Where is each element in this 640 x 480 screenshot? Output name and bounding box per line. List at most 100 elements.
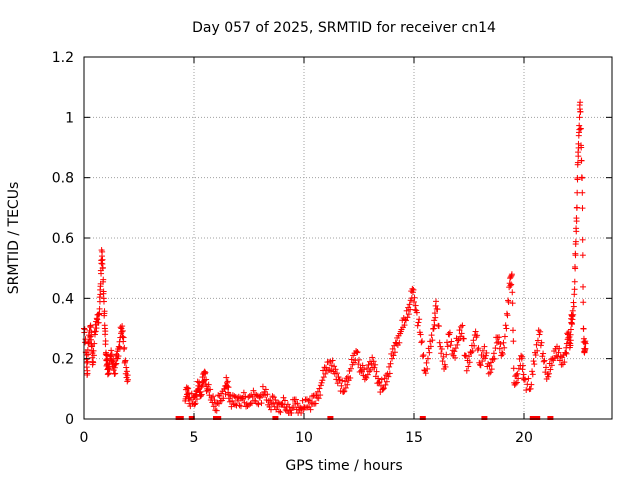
data-point	[571, 278, 578, 285]
data-point	[205, 381, 212, 388]
data-point	[513, 371, 520, 378]
data-point	[579, 252, 586, 259]
data-point	[502, 322, 509, 329]
data-point	[280, 394, 287, 401]
data-point	[274, 403, 281, 410]
data-point	[238, 395, 245, 402]
data-point	[474, 332, 481, 339]
data-point	[299, 397, 306, 404]
data-point	[477, 362, 484, 369]
data-point	[501, 344, 508, 351]
data-point	[448, 338, 455, 345]
data-point	[354, 349, 361, 356]
data-point	[99, 256, 106, 263]
data-point	[250, 387, 257, 394]
data-point	[246, 393, 253, 400]
data-point	[213, 407, 220, 414]
data-point	[488, 366, 495, 373]
data-point	[122, 357, 129, 364]
data-point	[105, 370, 112, 377]
y-tick-label: 0.2	[52, 352, 74, 368]
data-point	[101, 308, 108, 315]
data-point	[382, 381, 389, 388]
baseline-marker	[534, 416, 541, 420]
data-point	[340, 388, 347, 395]
data-point	[463, 367, 470, 374]
data-point	[268, 406, 274, 413]
data-point	[426, 349, 433, 356]
data-point	[306, 397, 313, 404]
data-point	[356, 356, 362, 363]
data-point	[415, 319, 422, 326]
data-point	[286, 404, 293, 411]
data-point	[485, 370, 492, 377]
data-point	[312, 400, 319, 407]
data-point	[390, 352, 397, 359]
data-point	[216, 392, 223, 399]
data-point	[578, 144, 585, 151]
data-point	[125, 376, 131, 383]
data-point	[386, 370, 393, 377]
data-point	[83, 359, 90, 366]
data-point	[232, 401, 239, 408]
data-point	[100, 298, 107, 305]
data-point	[499, 349, 505, 356]
data-point	[309, 393, 316, 400]
data-point	[460, 335, 467, 342]
data-point	[393, 340, 400, 347]
axis-ticks: 0 0.2 0.4 0.6 0.8 1 1.2 0 5 10 15 20	[52, 50, 612, 446]
data-point	[370, 358, 377, 365]
data-point	[332, 366, 339, 373]
data-point	[572, 265, 579, 272]
baseline-marker	[177, 416, 184, 420]
data-point	[100, 276, 107, 283]
data-point	[372, 361, 379, 368]
data-point	[438, 346, 445, 353]
data-point	[93, 325, 100, 332]
data-point	[528, 381, 535, 388]
data-point	[530, 358, 537, 365]
data-point	[191, 401, 198, 408]
data-point	[347, 365, 354, 372]
data-point	[112, 361, 119, 368]
data-point	[497, 340, 504, 347]
data-point	[580, 325, 587, 332]
data-point	[479, 347, 486, 354]
data-point	[385, 373, 392, 380]
data-point	[386, 363, 393, 370]
data-point	[541, 357, 548, 364]
data-point	[420, 352, 427, 359]
data-point	[85, 351, 92, 358]
data-point	[488, 359, 494, 366]
data-point	[191, 400, 197, 407]
data-point	[499, 351, 506, 358]
data-point	[264, 391, 271, 398]
data-point	[319, 377, 326, 384]
y-tick-label: 0.4	[52, 291, 74, 307]
data-point	[411, 298, 417, 305]
data-point	[102, 337, 109, 344]
data-point	[567, 331, 574, 338]
data-point	[479, 358, 486, 365]
data-point	[433, 298, 439, 305]
data-point	[81, 326, 88, 333]
y-tick-label: 1	[65, 110, 74, 126]
data-point	[486, 362, 493, 369]
data-point	[509, 300, 516, 307]
data-point	[432, 314, 439, 321]
x-tick-label: 20	[515, 430, 533, 446]
data-point	[192, 400, 199, 407]
data-point	[577, 99, 584, 106]
data-point	[429, 337, 436, 344]
data-point	[215, 400, 222, 407]
data-point	[117, 324, 124, 331]
grid	[84, 57, 612, 419]
data-point	[239, 394, 246, 401]
data-point	[282, 407, 289, 414]
data-point	[247, 400, 254, 407]
data-point	[567, 326, 574, 333]
data-point	[519, 353, 526, 360]
data-point	[95, 319, 102, 326]
data-point	[295, 404, 302, 411]
